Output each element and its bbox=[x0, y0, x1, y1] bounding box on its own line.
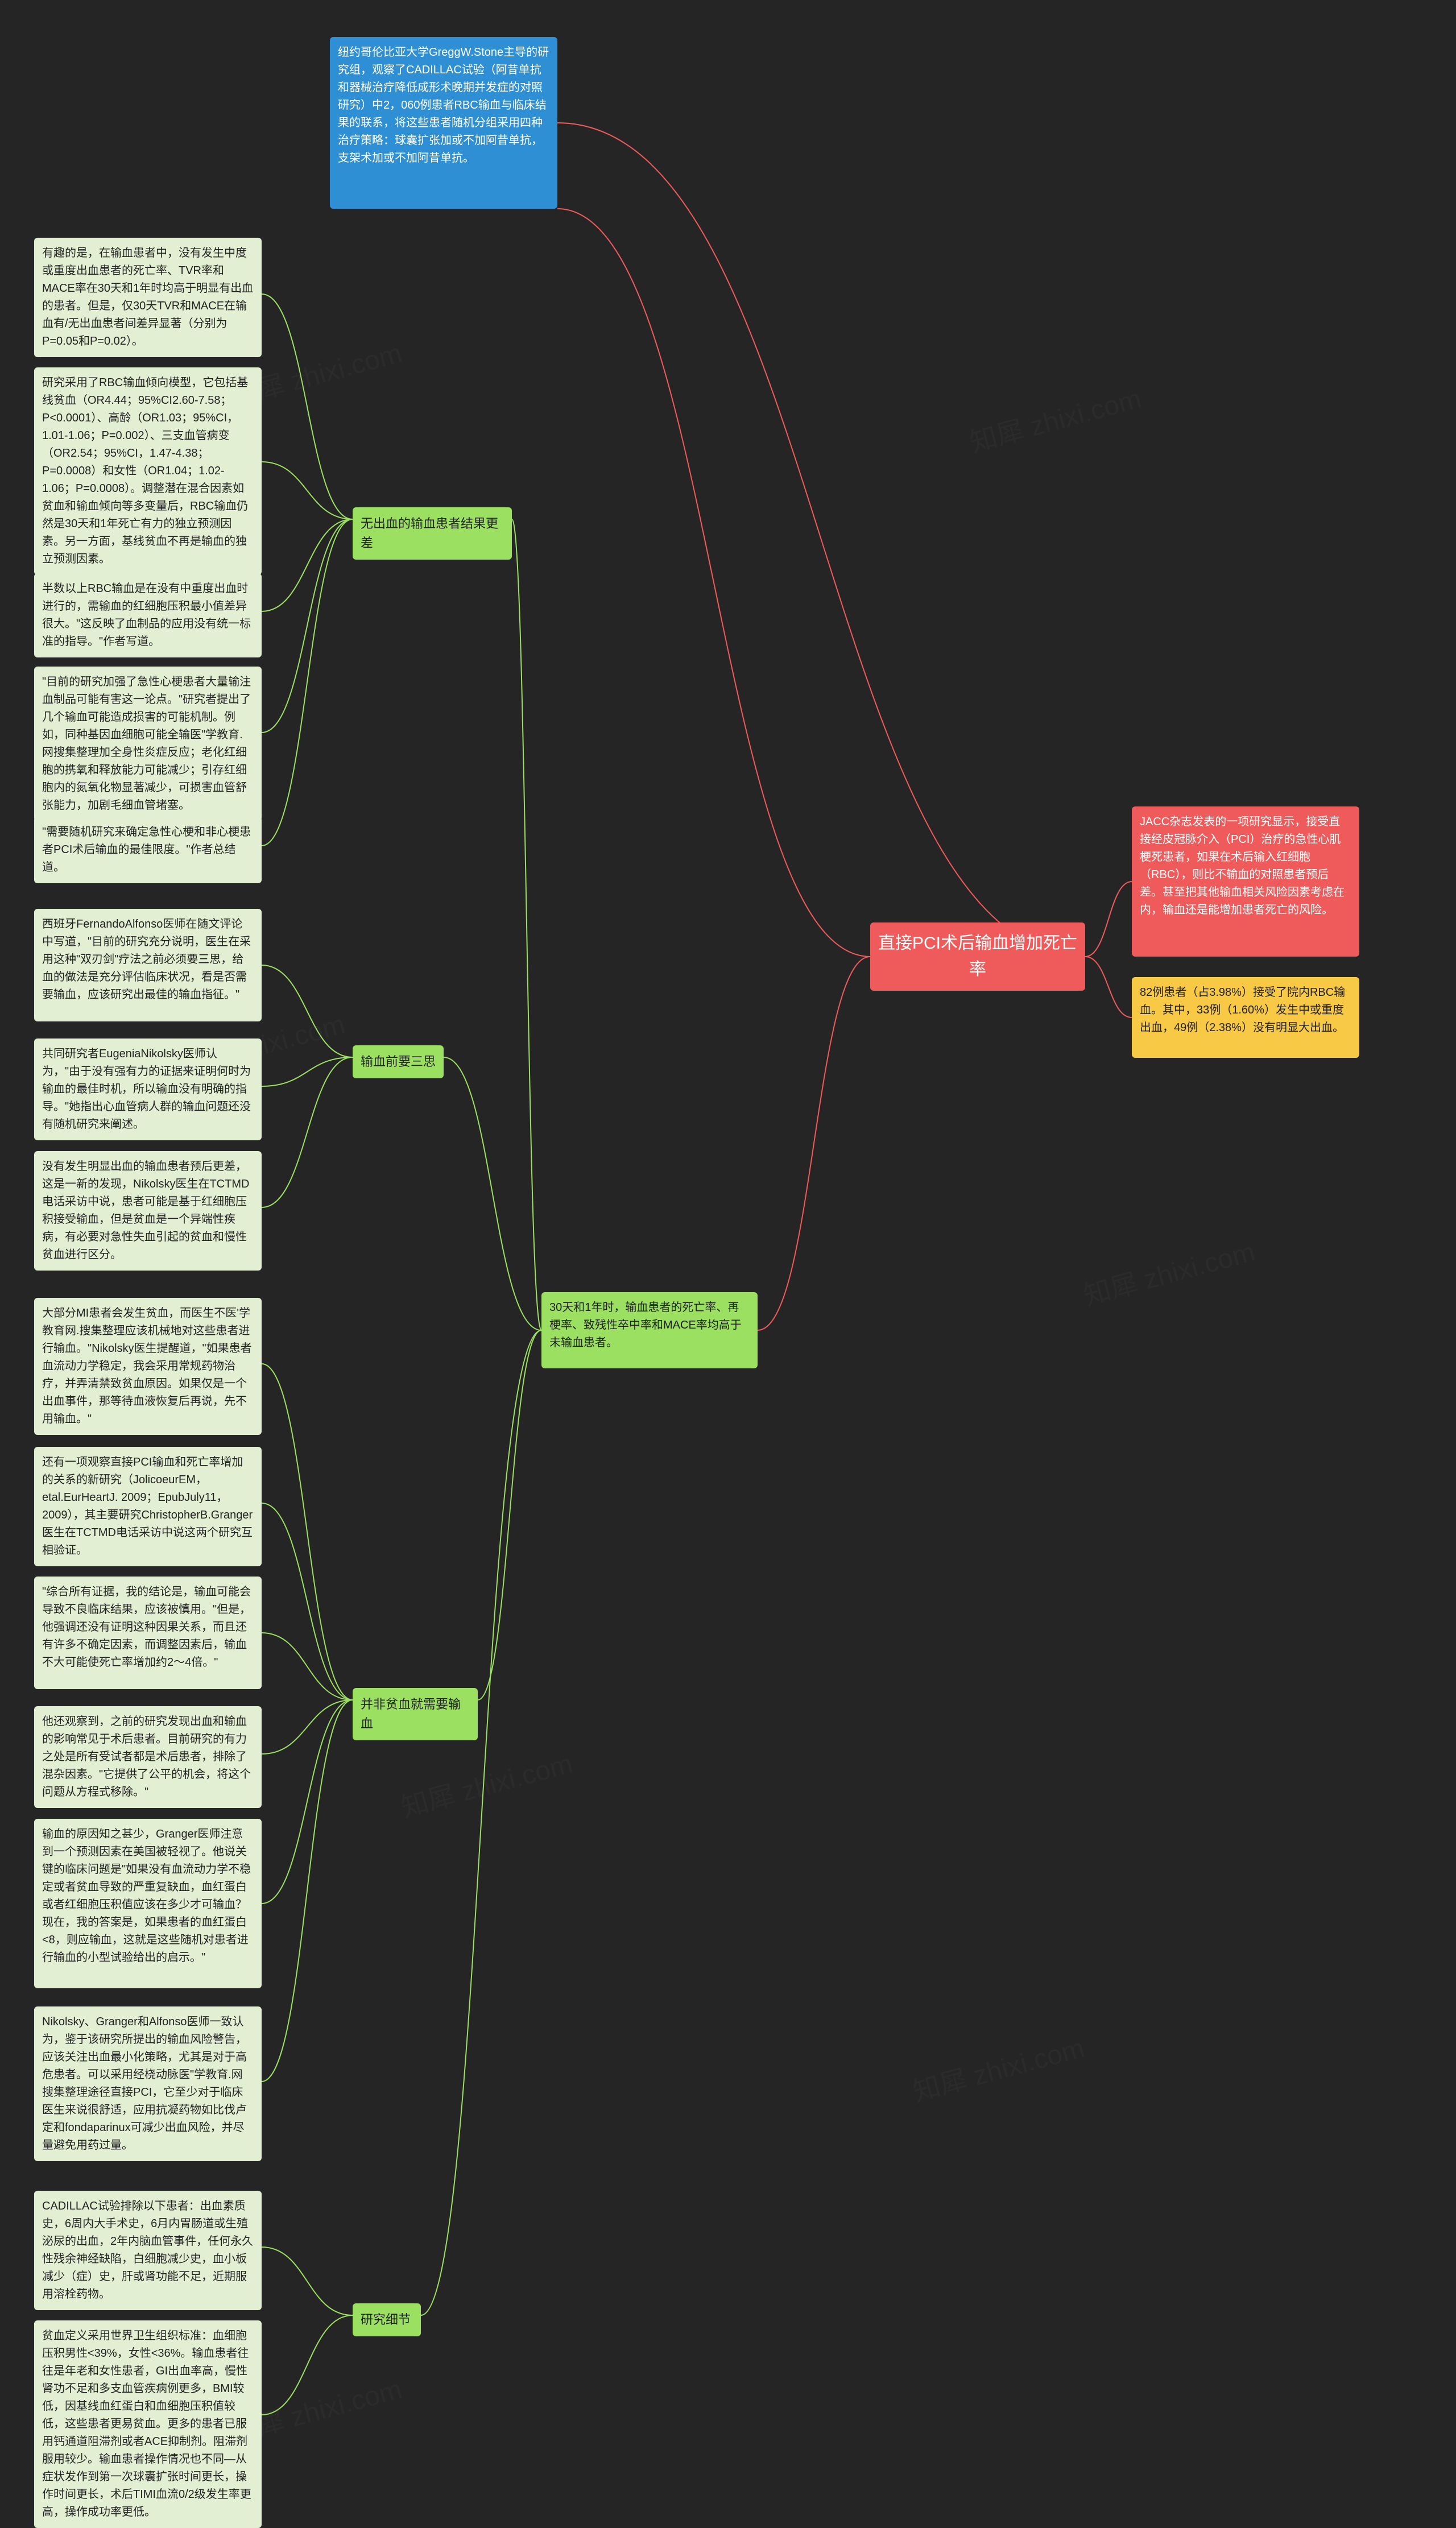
root-node: 直接PCI术后输血增加死亡率 bbox=[870, 922, 1085, 991]
leaf-0-3: "目前的研究加强了急性心梗患者大量输注血制品可能有害这一论点。"研究者提出了几个… bbox=[34, 667, 262, 821]
leaf-1-1: 共同研究者EugeniaNikolsky医师认为，"由于没有强有力的证据来证明何… bbox=[34, 1038, 262, 1140]
watermark: 知犀 zhixi.com bbox=[1078, 1229, 1259, 1313]
leaf-1-0: 西班牙FernandoAlfonso医师在随文评论中写道，"目前的研究充分说明，… bbox=[34, 909, 262, 1021]
branch-label-1: 输血前要三思 bbox=[353, 1045, 444, 1078]
branch-label-3: 研究细节 bbox=[353, 2303, 421, 2336]
leaf-2-2: "综合所有证据，我的结论是，输血可能会导致不良临床结果，应该被慎用。"但是，他强… bbox=[34, 1577, 262, 1689]
leaf-2-1: 还有一项观察直接PCI输血和死亡率增加的关系的新研究（JolicoeurEM，e… bbox=[34, 1447, 262, 1566]
watermark: 知犀 zhixi.com bbox=[396, 1741, 576, 1825]
leaf-2-5: Nikolsky、Granger和Alfonso医师一致认为，鉴于该研究所提出的… bbox=[34, 2006, 262, 2161]
leaf-3-0: CADILLAC试验排除以下患者：出血素质史，6周内大手术史，6月内胃肠道或生殖… bbox=[34, 2191, 262, 2310]
watermark: 知犀 zhixi.com bbox=[965, 376, 1145, 460]
left-main-node: 30天和1年时，输血患者的死亡率、再梗率、致残性卒中率和MACE率均高于未输血患… bbox=[541, 1292, 758, 1368]
leaf-0-0: 有趣的是，在输血患者中，没有发生中度或重度出血患者的死亡率、TVR率和MACE率… bbox=[34, 238, 262, 357]
leaf-2-0: 大部分MI患者会发生贫血，而医生不医'学教育网.搜集整理应该机械地对这些患者进行… bbox=[34, 1298, 262, 1435]
leaf-2-3: 他还观察到，之前的研究发现出血和输血的影响常见于术后患者。目前研究的有力之处是所… bbox=[34, 1706, 262, 1808]
leaf-0-4: "需要随机研究来确定急性心梗和非心梗患者PCI术后输血的最佳限度。"作者总结道。 bbox=[34, 817, 262, 883]
leaf-1-2: 没有发生明显出血的输血患者预后更差，这是一新的发现，Nikolsky医生在TCT… bbox=[34, 1151, 262, 1271]
right-child-2: 82例患者（占3.98%）接受了院内RBC输血。其中，33例（1.60%）发生中… bbox=[1132, 977, 1359, 1058]
leaf-0-2: 半数以上RBC输血是在没有中重度出血时进行的，需输血的红细胞压积最小值差异很大。… bbox=[34, 573, 262, 657]
branch-label-2: 并非贫血就需要输血 bbox=[353, 1688, 478, 1740]
leaf-0-1: 研究采用了RBC输血倾向模型，它包括基线贫血（OR4.44；95%CI2.60-… bbox=[34, 367, 262, 575]
right-child-0: 纽约哥伦比亚大学GreggW.Stone主导的研究组，观察了CADILLAC试验… bbox=[330, 37, 557, 209]
leaf-3-1: 贫血定义采用世界卫生组织标准：血细胞压积男性<39%，女性<36%。输血患者往往… bbox=[34, 2320, 262, 2528]
leaf-2-4: 输血的原因知之甚少，Granger医师注意到一个预测因素在美国被轻视了。他说关键… bbox=[34, 1819, 262, 1988]
branch-label-0: 无出血的输血患者结果更差 bbox=[353, 507, 512, 560]
right-child-1: JACC杂志发表的一项研究显示，接受直接经皮冠脉介入（PCI）治疗的急性心肌梗死… bbox=[1132, 806, 1359, 957]
watermark: 知犀 zhixi.com bbox=[908, 2025, 1088, 2109]
